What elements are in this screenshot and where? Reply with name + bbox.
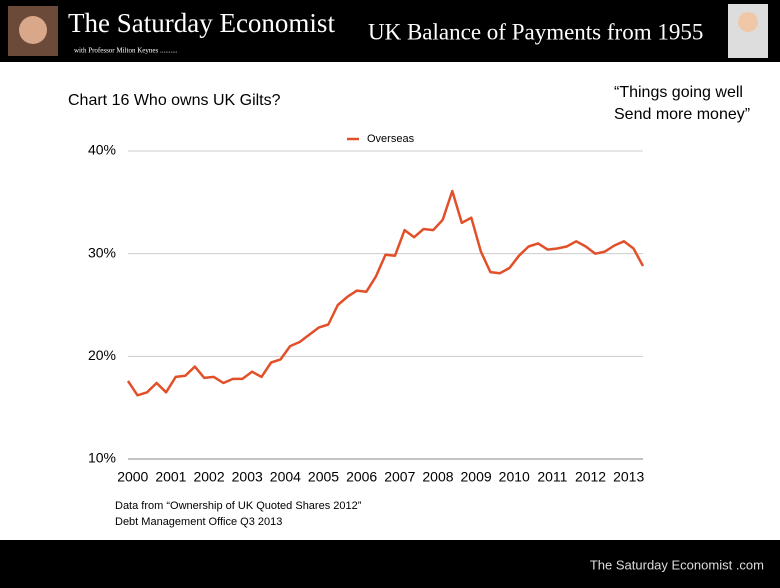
chart-title: Chart 16 Who owns UK Gilts? <box>68 92 281 109</box>
x-tick-label: 2013 <box>613 469 644 485</box>
quote-line: “Things going well <box>614 84 743 101</box>
header-subtitle: with Professor Milton Keynes .......... <box>74 47 178 55</box>
x-tick-label: 2006 <box>346 469 377 485</box>
x-tick-label: 2011 <box>537 469 567 485</box>
x-tick-label: 2010 <box>499 469 530 485</box>
x-tick-label: 2007 <box>384 469 415 485</box>
x-tick-label: 2005 <box>308 469 339 485</box>
header-topic: UK Balance of Payments from 1955 <box>368 19 703 44</box>
legend-label: Overseas <box>367 133 415 145</box>
y-tick-label: 10% <box>88 450 116 466</box>
cartoon-head <box>738 12 758 32</box>
author-face <box>19 16 47 44</box>
x-tick-label: 2003 <box>232 469 263 485</box>
x-tick-label: 2000 <box>117 469 148 485</box>
x-tick-label: 2009 <box>461 469 492 485</box>
x-tick-label: 2001 <box>155 469 186 485</box>
y-tick-label: 40% <box>88 142 116 158</box>
quote-line: Send more money” <box>614 106 750 123</box>
x-tick-label: 2008 <box>422 469 453 485</box>
note: Debt Management Office Q3 2013 <box>115 516 282 528</box>
header-title: The Saturday Economist <box>68 8 335 38</box>
y-tick-label: 20% <box>88 347 116 363</box>
note: Data from “Ownership of UK Quoted Shares… <box>115 500 362 512</box>
header-bar <box>0 0 780 62</box>
x-tick-label: 2012 <box>575 469 606 485</box>
y-tick-label: 30% <box>88 244 116 260</box>
footer-bar <box>0 540 780 588</box>
x-tick-label: 2004 <box>270 469 301 485</box>
footer-text: The Saturday Economist .com <box>590 557 764 572</box>
series-line <box>126 189 645 397</box>
x-tick-label: 2002 <box>193 469 224 485</box>
